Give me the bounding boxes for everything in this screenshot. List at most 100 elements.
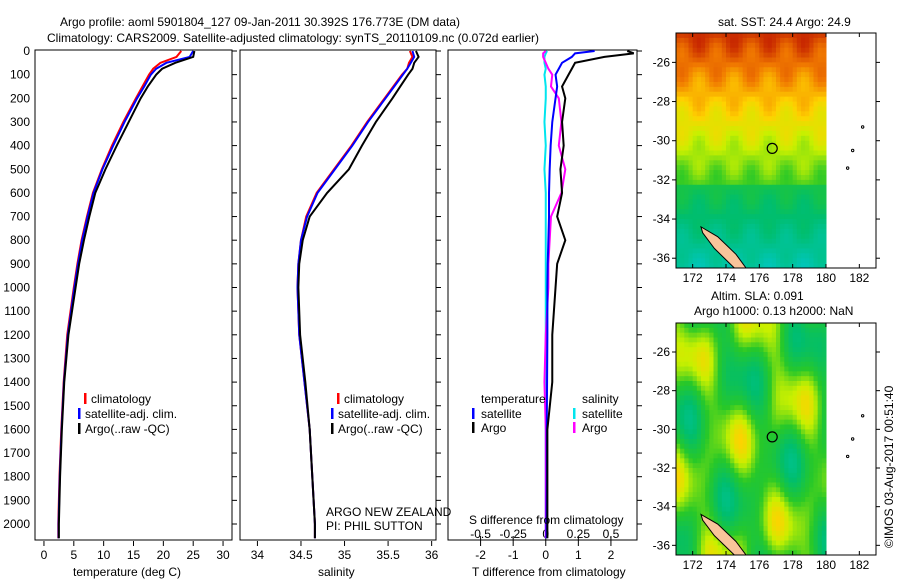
map-cell — [755, 381, 760, 387]
map-cell — [684, 492, 689, 498]
map-cell — [742, 155, 748, 161]
map-cell — [796, 332, 802, 338]
map-cell — [813, 400, 819, 406]
map-cell — [709, 497, 714, 503]
map-cell — [805, 174, 810, 181]
map-cell — [801, 72, 806, 78]
map-cell — [792, 42, 798, 49]
map-cell — [755, 540, 760, 546]
map-cell — [734, 468, 739, 474]
map-cell — [713, 405, 719, 411]
map-cell — [751, 540, 756, 546]
map-cell — [801, 126, 806, 132]
map-cell — [680, 448, 685, 454]
map-cell — [734, 535, 739, 541]
map-cell — [755, 463, 760, 469]
map-cell — [792, 37, 798, 44]
map-cell — [759, 238, 764, 245]
map-cell — [713, 77, 719, 83]
map-cell — [746, 453, 752, 459]
map-cell — [713, 477, 719, 483]
map-cell — [817, 443, 823, 450]
map-cell — [788, 72, 794, 78]
map-cell — [776, 497, 781, 503]
map-cell — [676, 385, 681, 392]
map-cell — [730, 410, 735, 416]
map-cell — [730, 77, 735, 83]
map-cell — [692, 511, 698, 517]
map-cell — [821, 424, 827, 430]
map-cell — [776, 194, 781, 200]
map-cell — [742, 419, 748, 425]
map-cell — [726, 170, 731, 176]
lon-tick-label: 174 — [716, 558, 736, 572]
map-cell — [763, 91, 769, 98]
map-cell — [705, 57, 710, 63]
map-cell — [705, 400, 710, 406]
map-cell — [688, 410, 694, 416]
map-cell — [684, 381, 689, 387]
map-cell — [796, 448, 802, 454]
map-cell — [717, 174, 723, 181]
lat-tick-label: -36 — [653, 251, 671, 265]
map-cell — [684, 424, 689, 430]
map-cell — [696, 194, 702, 200]
map-cell — [734, 130, 739, 137]
map-cell — [805, 414, 810, 421]
map-cell — [684, 501, 689, 508]
map-cell — [692, 184, 698, 191]
map-cell — [813, 463, 819, 469]
map-cell — [717, 33, 723, 39]
map-cell — [771, 233, 777, 240]
map-cell — [767, 145, 773, 151]
map-cell — [792, 424, 798, 430]
map-cell — [763, 545, 769, 551]
map-cell — [742, 482, 748, 488]
map-cell — [734, 419, 739, 425]
map-cell — [746, 516, 752, 522]
map-cell — [692, 414, 698, 421]
map-cell — [717, 263, 723, 269]
map-cell — [805, 477, 810, 483]
map-cell — [696, 492, 702, 498]
map-cell — [738, 468, 744, 474]
map-cell — [801, 189, 806, 196]
map-cell — [709, 487, 714, 493]
map-cell — [742, 511, 748, 517]
map-cell — [813, 126, 819, 132]
map-cell — [717, 179, 723, 186]
map-cell — [776, 233, 781, 240]
map-cell — [805, 405, 810, 411]
map-cell — [784, 91, 789, 98]
map-cell — [796, 130, 802, 137]
map-cell — [817, 121, 823, 127]
map-cell — [692, 371, 698, 377]
map-cell — [796, 443, 802, 450]
map-cell — [796, 155, 802, 161]
map-cell — [771, 482, 777, 488]
map-cell — [676, 443, 681, 450]
map-cell — [696, 47, 702, 54]
map-cell — [813, 101, 819, 107]
map-cell — [751, 410, 756, 416]
map-cell — [809, 130, 814, 137]
map-cell — [771, 126, 777, 132]
map-cell — [696, 356, 702, 363]
map-cell — [788, 356, 794, 363]
map-cell — [759, 352, 764, 358]
map-cell — [755, 477, 760, 483]
lat-tick-label: -32 — [653, 461, 671, 475]
map-cell — [776, 390, 781, 396]
map-cell — [717, 86, 723, 93]
map-cell — [680, 189, 685, 196]
map-cell — [784, 42, 789, 49]
map-cell — [742, 116, 748, 122]
map-cell — [726, 497, 731, 503]
map-cell — [805, 199, 810, 205]
map-cell — [746, 57, 752, 63]
map-cell — [730, 81, 735, 88]
map-cell — [813, 530, 819, 537]
map-cell — [713, 516, 719, 522]
map-cell — [809, 487, 814, 493]
map-cell — [817, 511, 823, 517]
